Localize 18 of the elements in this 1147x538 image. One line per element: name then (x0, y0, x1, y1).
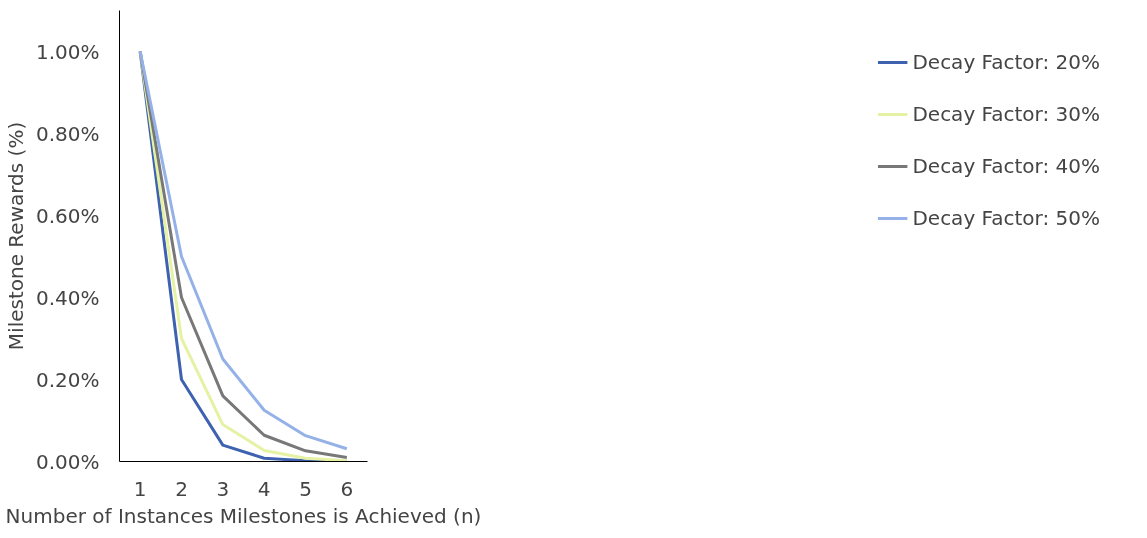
x-tick-label: 4 (257, 476, 271, 501)
y-tick-label: 0.00% (35, 449, 100, 474)
y-tick-label: 0.60% (35, 203, 100, 228)
x-tick-label: 5 (299, 476, 312, 501)
y-tick-label: 1.00% (35, 39, 100, 64)
x-tick-label: 2 (175, 476, 188, 501)
y-axis-title: Milestone Rewards (%) (3, 121, 28, 351)
x-tick-label: 6 (340, 476, 354, 501)
y-tick-label: 0.40% (35, 285, 100, 310)
y-tick-label: 0.80% (35, 121, 100, 146)
legend-label: Decay Factor: 30% (912, 102, 1100, 126)
x-tick-label: 1 (133, 476, 147, 501)
y-tick-label: 0.20% (35, 367, 100, 392)
x-tick-label: 3 (216, 476, 230, 501)
legend-label: Decay Factor: 20% (912, 50, 1100, 74)
x-axis-title: Number of Instances Milestones is Achieved (n) (5, 503, 482, 528)
legend-label: Decay Factor: 40% (912, 154, 1100, 178)
legend-label: Decay Factor: 50% (912, 206, 1100, 230)
